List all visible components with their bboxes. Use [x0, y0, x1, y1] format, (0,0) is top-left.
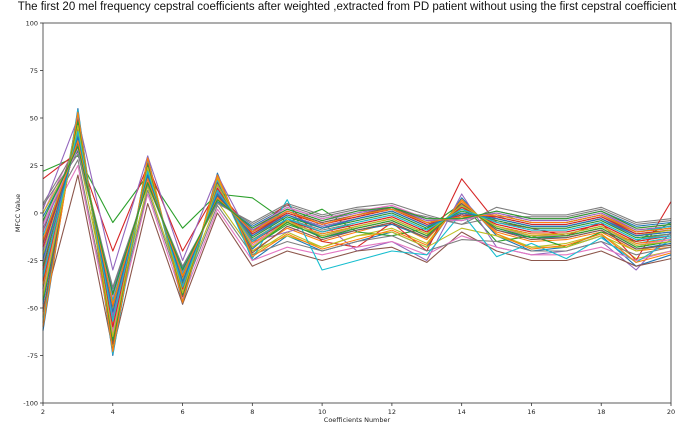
y-tick-label: -75 — [27, 352, 38, 360]
series-line — [42, 125, 672, 338]
series-line — [42, 142, 672, 305]
series-line — [42, 109, 672, 355]
series-line — [42, 136, 672, 313]
series-line — [42, 119, 672, 345]
series-line — [42, 130, 672, 322]
x-tick-label: 16 — [527, 408, 535, 416]
y-tick-label: 100 — [26, 19, 38, 27]
x-tick-label: 2 — [41, 408, 45, 416]
series-line — [42, 121, 672, 341]
series-line — [42, 134, 672, 313]
x-tick-label: 20 — [667, 408, 675, 416]
series-line — [42, 159, 672, 332]
y-tick-label: 0 — [34, 209, 38, 217]
x-tick-label: 18 — [597, 408, 605, 416]
y-tick-label: -50 — [27, 304, 38, 312]
x-axis-label: Coefficients Number — [324, 416, 391, 424]
series-line — [42, 153, 672, 288]
series-line — [42, 111, 672, 353]
series-line — [42, 145, 672, 296]
y-tick-label: 50 — [30, 114, 38, 122]
x-tick-label: 10 — [318, 408, 326, 416]
series-line — [42, 164, 672, 338]
series-line — [42, 174, 672, 351]
y-axis-label: MFCC Value — [14, 194, 22, 232]
series-line — [42, 149, 672, 324]
x-tick-label: 12 — [388, 408, 396, 416]
series-line — [42, 140, 672, 305]
x-tick-label: 4 — [111, 408, 115, 416]
y-tick-label: 75 — [30, 67, 38, 75]
y-axis: -100 -75 -50 -25 0 25 50 75 100 — [23, 19, 43, 407]
x-axis: 2 4 6 8 10 12 14 16 18 20 — [41, 403, 675, 416]
y-tick-label: -100 — [23, 399, 38, 407]
series-line — [42, 145, 672, 301]
x-tick-label: 14 — [458, 408, 466, 416]
series-layer — [42, 107, 672, 357]
x-tick-label: 8 — [250, 408, 254, 416]
x-tick-label: 6 — [180, 408, 184, 416]
y-tick-label: -25 — [27, 257, 38, 265]
y-tick-label: 25 — [30, 162, 38, 170]
chart-title: The first 20 mel frequency cepstral coef… — [17, 1, 677, 13]
